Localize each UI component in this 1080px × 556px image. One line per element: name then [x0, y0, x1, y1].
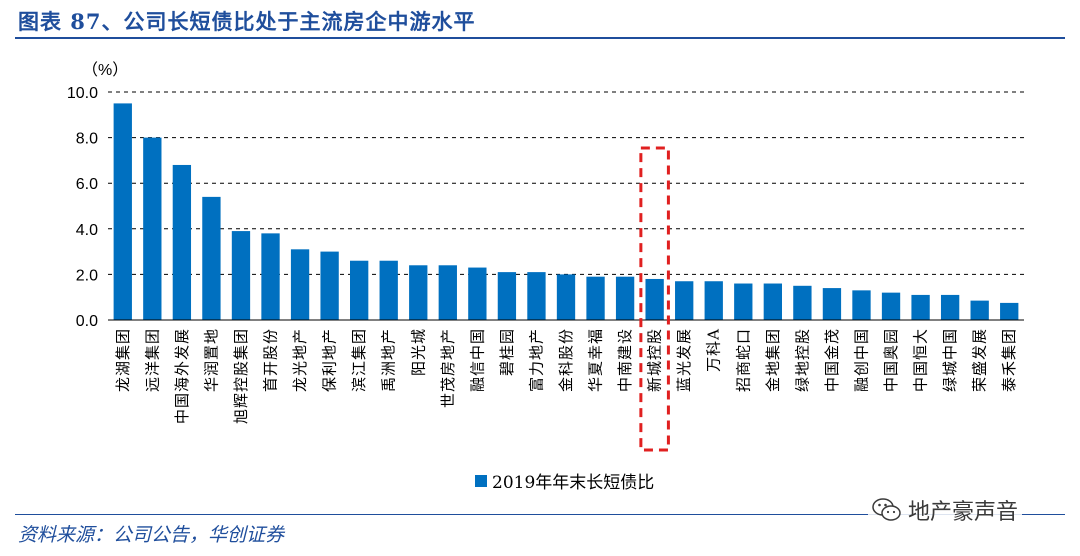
figure-title: 图表 87、公司长短债比处于主流房企中游水平: [18, 9, 476, 34]
x-tick-label: 绿地控股: [793, 328, 811, 392]
y-tick-label: 2.0: [76, 267, 98, 284]
bar: [438, 265, 457, 320]
bar: [704, 281, 723, 320]
x-tick-label: 新城控股: [646, 328, 664, 392]
x-axis-labels: 龙湖集团 远洋集团 中国海外发展 华润置地 旭辉控股集团 首开股份 龙光地产 保利地产 滨江集团…: [114, 328, 1018, 424]
bar: [734, 283, 753, 320]
bars: [113, 103, 1019, 321]
bar: [202, 196, 221, 320]
bar: [615, 276, 635, 320]
legend-label: 2019年年末长短债比: [492, 473, 654, 493]
bar: [468, 267, 487, 320]
bar: [113, 103, 132, 321]
x-tick-label: 龙湖集团: [114, 328, 132, 392]
x-tick-label: 保利地产: [321, 328, 339, 392]
x-tick-label: 招商蛇口: [734, 328, 752, 392]
bar: [1000, 302, 1019, 320]
x-tick-label: 万科A: [705, 328, 723, 372]
bar: [350, 260, 369, 320]
bar: [911, 294, 930, 320]
x-tick-label: 中国恒大: [912, 328, 930, 392]
bar: [586, 276, 605, 320]
bar: [172, 164, 192, 320]
watermark: 地产豪声音: [868, 492, 1023, 528]
bar: [527, 272, 546, 320]
legend-swatch: [475, 475, 487, 487]
watermark-text: 地产豪声音: [908, 500, 1019, 525]
bar: [675, 281, 694, 320]
x-tick-label: 泰禾集团: [1000, 328, 1018, 392]
x-tick-label: 龙光地产: [291, 328, 309, 392]
x-tick-label: 绿城中国: [941, 328, 959, 392]
bar: [409, 265, 428, 320]
bar: [143, 137, 162, 320]
x-tick-label: 世茂房地产: [439, 328, 457, 408]
bar: [940, 294, 960, 320]
bar: [822, 288, 842, 320]
bar: [231, 231, 251, 320]
grid-lines: [108, 91, 1024, 275]
x-tick-label: 阳光城: [409, 328, 427, 376]
bar-chart: （%） 0.0 2.0 4.0 6.0 8.0 10.0 龙湖集团 远洋集团 中国海外发展 华润…: [67, 61, 1024, 493]
x-tick-label: 华润置地: [202, 328, 220, 392]
legend: 2019年年末长短债比: [475, 473, 654, 493]
y-tick-label: 10.0: [67, 85, 98, 102]
x-tick-label: 中国奥园: [882, 328, 900, 392]
x-tick-label: 荣盛发展: [971, 328, 989, 392]
x-tick-label: 蓝光发展: [675, 328, 693, 392]
y-tick-label: 8.0: [76, 131, 98, 148]
x-tick-label: 中国金茂: [823, 328, 841, 392]
bar: [261, 233, 280, 320]
x-tick-label: 金科股份: [557, 328, 575, 392]
x-tick-label: 首开股份: [262, 328, 280, 392]
x-tick-label: 富力地产: [527, 328, 545, 392]
bar: [320, 251, 339, 320]
y-axis-ticks: 0.0 2.0 4.0 6.0 8.0 10.0: [67, 85, 98, 330]
bar: [881, 292, 901, 320]
x-tick-label: 中南建设: [616, 328, 634, 392]
bar: [379, 260, 398, 320]
source-note: 资料来源：公司公告，华创证券: [18, 524, 285, 546]
x-tick-label: 远洋集团: [143, 328, 161, 392]
bar: [645, 278, 664, 320]
bar: [793, 285, 812, 320]
bar: [763, 283, 782, 320]
x-tick-label: 华夏幸福: [587, 328, 605, 392]
y-tick-label: 0.0: [76, 313, 98, 330]
x-tick-label: 融信中国: [468, 328, 486, 392]
x-tick-label: 旭辉控股集团: [232, 328, 250, 424]
wechat-icon: [872, 498, 901, 521]
bar: [290, 249, 310, 320]
x-tick-label: 金地集团: [764, 328, 782, 392]
y-tick-label: 6.0: [76, 176, 98, 193]
bar: [556, 274, 576, 320]
x-tick-label: 中国海外发展: [173, 328, 191, 424]
x-tick-label: 碧桂园: [498, 328, 516, 376]
x-tick-label: 禹洲地产: [380, 328, 398, 392]
y-axis-unit-label: （%）: [82, 61, 128, 79]
source-divider: [15, 514, 1065, 515]
title-divider: [15, 37, 1065, 39]
bar: [970, 300, 989, 320]
x-tick-label: 滨江集团: [350, 328, 368, 392]
x-tick-label: 融创中国: [852, 328, 870, 392]
bar: [852, 290, 871, 320]
bar: [497, 272, 517, 320]
y-tick-label: 4.0: [76, 222, 98, 239]
